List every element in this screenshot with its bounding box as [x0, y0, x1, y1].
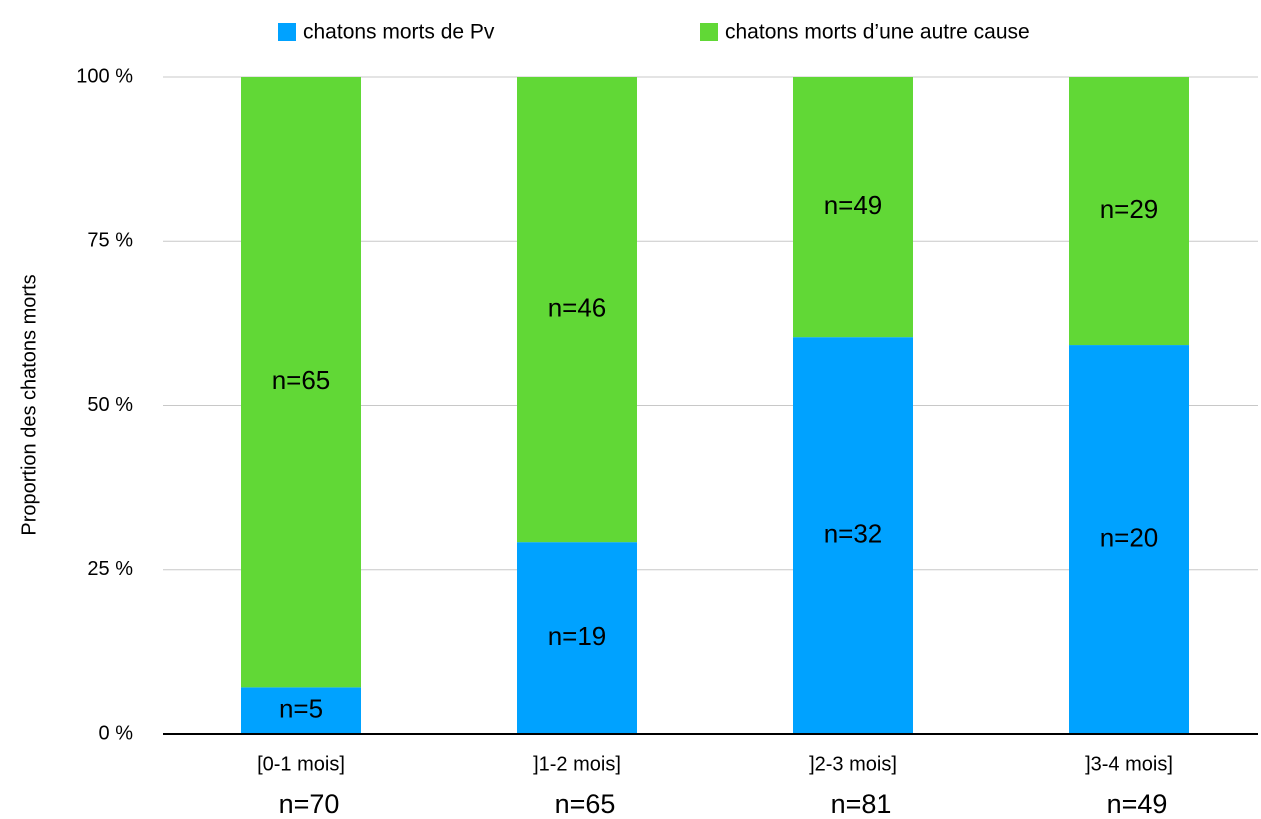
category-total: n=81 [831, 789, 892, 819]
segment-label: n=46 [548, 292, 607, 322]
x-tick-label: ]3-4 mois] [1085, 753, 1173, 775]
x-tick-label: [0-1 mois] [257, 753, 345, 775]
bar-segment [1069, 77, 1189, 346]
bar-segment [793, 337, 913, 734]
y-tick-label: 25 % [87, 558, 133, 580]
bar-segment [793, 77, 913, 338]
legend-swatch [700, 23, 718, 41]
legend-swatch [278, 23, 296, 41]
x-tick-label: ]1-2 mois] [533, 753, 621, 775]
y-tick-label: 75 % [87, 230, 133, 252]
segment-label: n=19 [548, 621, 607, 651]
legend-label: chatons morts d’une autre cause [725, 21, 1030, 44]
segment-label: n=20 [1100, 522, 1159, 552]
segment-label: n=65 [272, 365, 331, 395]
y-tick-label: 0 % [99, 722, 134, 744]
category-total: n=65 [555, 789, 616, 819]
segment-label: n=32 [824, 518, 883, 548]
legend-label: chatons morts de Pv [303, 21, 495, 44]
x-tick-label: ]2-3 mois] [809, 753, 897, 775]
bar-segment [517, 77, 637, 543]
bar-segment [241, 687, 361, 734]
category-total: n=70 [279, 789, 340, 819]
bar-segment [1069, 345, 1189, 734]
y-axis-label: Proportion des chatons morts [18, 274, 40, 535]
y-tick-label: 100 % [76, 65, 133, 87]
category-total: n=49 [1107, 789, 1168, 819]
segment-label: n=5 [279, 694, 323, 724]
bar-segment [241, 77, 361, 688]
bar-segment [517, 542, 637, 734]
y-tick-label: 50 % [87, 394, 133, 416]
segment-label: n=29 [1100, 194, 1159, 224]
segment-label: n=49 [824, 190, 883, 220]
